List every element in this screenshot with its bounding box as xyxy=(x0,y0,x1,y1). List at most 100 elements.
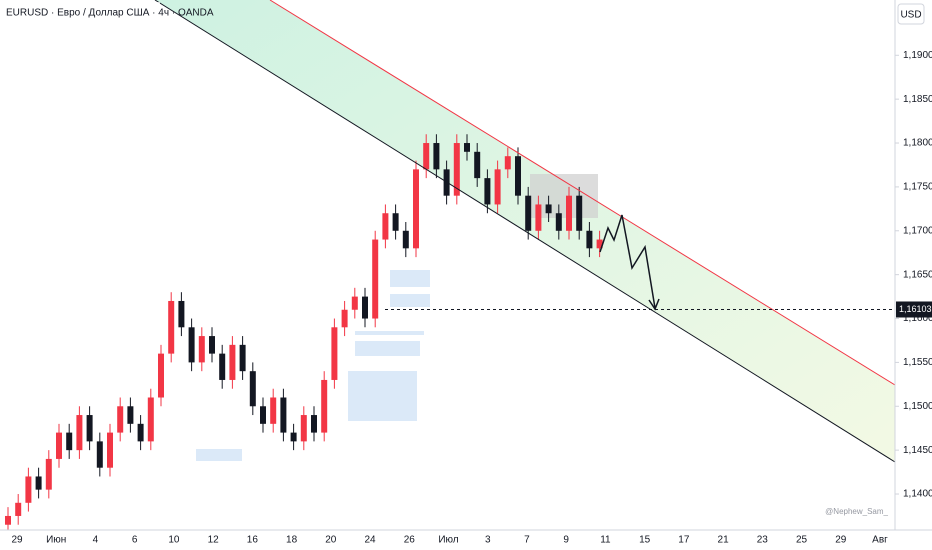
x-tick-label: 15 xyxy=(639,535,651,546)
candle-body xyxy=(35,476,42,490)
candle-body xyxy=(453,143,460,196)
candle-body xyxy=(586,230,593,249)
x-tick-label: 7 xyxy=(524,535,530,546)
candle-body xyxy=(290,432,297,442)
candle-body xyxy=(566,195,572,231)
x-tick-label: 9 xyxy=(563,535,569,546)
candle-body xyxy=(382,213,389,240)
x-tick-label: 29 xyxy=(835,535,847,546)
candle-body xyxy=(535,204,542,231)
y-tick-label: 1,18500 xyxy=(903,94,932,105)
x-tick-label: 16 xyxy=(247,535,259,546)
time-axis xyxy=(0,530,895,550)
x-tick-label: 23 xyxy=(757,535,769,546)
candle-body xyxy=(576,195,583,231)
candle-body xyxy=(158,353,164,398)
x-tick-label: 17 xyxy=(678,535,690,546)
candle-body xyxy=(56,432,62,459)
candle-body xyxy=(188,327,195,363)
candle-body xyxy=(351,296,358,310)
zones xyxy=(196,174,598,461)
y-tick-label: 1,17500 xyxy=(903,182,932,193)
chart-title: EURUSD · Евро / Доллар США · 4ч · OANDA xyxy=(6,8,214,19)
candle-body xyxy=(127,406,134,424)
price-label: 1,16103 xyxy=(899,304,932,314)
candle-body xyxy=(392,213,399,231)
x-tick-label: 3 xyxy=(485,535,491,546)
candle-body xyxy=(107,432,113,468)
projection-arrow xyxy=(599,214,656,309)
candle-body xyxy=(86,415,93,442)
x-tick-label: 10 xyxy=(168,535,180,546)
candle-body xyxy=(229,344,236,380)
candle-body xyxy=(300,415,307,442)
y-tick-label: 1,19000 xyxy=(903,50,932,61)
x-tick-label: 4 xyxy=(93,535,99,546)
zone xyxy=(355,341,420,356)
x-tick-label: 26 xyxy=(404,535,416,546)
candle-body xyxy=(66,432,73,451)
candle-body xyxy=(137,423,144,442)
candle-body xyxy=(260,406,266,424)
candle-body xyxy=(5,515,11,525)
price-label-bg xyxy=(896,301,932,318)
y-tick-label: 1,17000 xyxy=(903,225,932,236)
candle-body xyxy=(515,156,521,196)
candle-body xyxy=(249,371,256,407)
candle-body xyxy=(433,143,440,170)
candle-body xyxy=(596,239,603,249)
candle-body xyxy=(311,415,317,433)
candle-body xyxy=(198,336,205,363)
candle-body xyxy=(239,344,246,372)
candle-body xyxy=(362,296,368,319)
candle-body xyxy=(209,336,215,354)
zone xyxy=(196,449,242,461)
zone xyxy=(390,294,430,307)
candle-body xyxy=(270,397,277,424)
candle-body xyxy=(45,458,52,490)
x-tick-label: 18 xyxy=(286,535,298,546)
title-bg xyxy=(0,2,160,22)
candle-body xyxy=(555,213,562,231)
candle-body xyxy=(464,143,470,152)
currency: USD xyxy=(900,10,921,21)
price-axis xyxy=(895,0,932,550)
candle-body xyxy=(474,151,481,179)
candle-body xyxy=(402,230,409,249)
x-tick-label: 24 xyxy=(364,535,376,546)
y-tick-label: 1,16000 xyxy=(903,313,932,324)
x-tick-label: 12 xyxy=(208,535,220,546)
zone xyxy=(390,270,430,287)
candle-body xyxy=(525,195,532,231)
candle-body xyxy=(25,476,32,503)
channel-lower xyxy=(154,0,896,463)
x-tick-label: 20 xyxy=(325,535,337,546)
candle-body xyxy=(117,406,124,433)
candle-body xyxy=(168,300,175,354)
y-tick-label: 1,14000 xyxy=(903,489,932,500)
channel-upper xyxy=(269,0,896,386)
x-tick-label: 6 xyxy=(132,535,138,546)
candle-body xyxy=(504,156,511,170)
x-tick-label: 29 xyxy=(11,535,23,546)
y-tick-label: 1,16500 xyxy=(903,269,932,280)
candle-body xyxy=(147,397,154,442)
x-tick-label: 11 xyxy=(600,535,611,546)
y-tick-label: 1,15000 xyxy=(903,401,932,412)
candle-body xyxy=(372,239,379,319)
candle-body xyxy=(423,143,430,170)
candle-body xyxy=(321,379,328,433)
candle-body xyxy=(15,502,22,516)
candle-body xyxy=(331,327,338,380)
candle-body xyxy=(219,353,226,380)
candle-body xyxy=(96,441,103,468)
candle-body xyxy=(484,178,491,205)
candle-body xyxy=(545,204,552,214)
candle-body xyxy=(341,309,348,328)
x-tick-label: Авг xyxy=(872,535,888,546)
candle-body xyxy=(413,169,419,249)
currency-box xyxy=(897,3,925,25)
watermark: @Nephew_Sam_ xyxy=(825,507,888,516)
